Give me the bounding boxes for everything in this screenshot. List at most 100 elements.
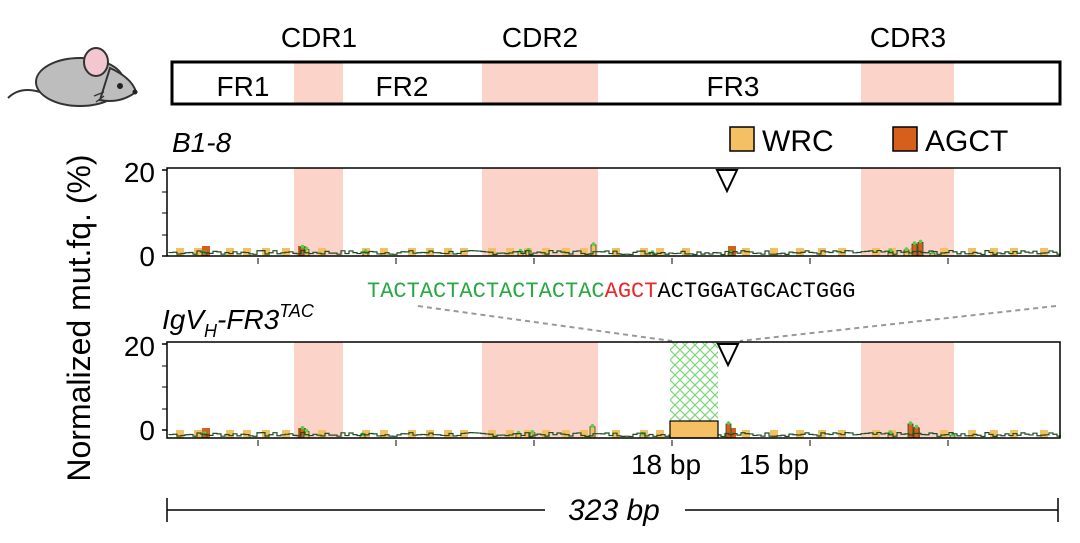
panel-title-igvh: IgVH-FR3TAC bbox=[162, 301, 315, 341]
region-cdr1: CDR1 bbox=[281, 22, 357, 53]
peak-dot bbox=[304, 246, 309, 251]
wrc-site bbox=[426, 430, 434, 438]
wrc-site bbox=[990, 248, 998, 256]
wrc-site bbox=[838, 430, 846, 438]
wrc-site bbox=[408, 430, 416, 438]
wrc-site bbox=[796, 248, 804, 256]
panel2-cdr2-band bbox=[482, 342, 598, 438]
legend-label-agct: AGCT bbox=[925, 125, 1008, 158]
wrc-site bbox=[770, 430, 778, 438]
wrc-site bbox=[1040, 430, 1048, 438]
region-fr2: FR2 bbox=[376, 71, 429, 102]
peak-dot bbox=[912, 241, 917, 245]
wrc-site bbox=[226, 248, 234, 256]
peak-dot bbox=[591, 242, 596, 246]
panel2-frame bbox=[166, 341, 1061, 439]
zoom-line-right bbox=[739, 305, 1057, 342]
peak-dot bbox=[590, 424, 595, 428]
peak-dot bbox=[904, 247, 909, 251]
wrc-site bbox=[542, 430, 550, 438]
mouse-icon bbox=[7, 47, 138, 107]
wrc-site bbox=[506, 248, 514, 256]
legend: WRC AGCT bbox=[729, 125, 1008, 158]
peak-dot bbox=[914, 424, 919, 429]
panel2-ytick-0: 0 bbox=[139, 415, 155, 446]
peak-dot bbox=[918, 239, 923, 244]
wrc-site bbox=[612, 248, 620, 256]
panel1-frame bbox=[166, 167, 1061, 257]
cdr2-band bbox=[482, 62, 598, 104]
wrc-site bbox=[770, 248, 778, 256]
cdr1-band bbox=[294, 62, 343, 104]
wrc-site bbox=[506, 430, 514, 438]
legend-swatch-wrc bbox=[729, 126, 755, 152]
wrc-site bbox=[640, 248, 648, 256]
panel-igvh-fr3tac: IgVH-FR3TAC 20 0 bbox=[124, 301, 1061, 446]
total-length-label: 323 bp bbox=[568, 494, 660, 527]
wrc-site bbox=[562, 248, 570, 256]
wrc-site bbox=[656, 430, 664, 438]
region-cdr3: CDR3 bbox=[870, 22, 946, 53]
panel1-xticks bbox=[257, 258, 949, 264]
y-axis-label: Normalized mut.fq. (%) bbox=[61, 154, 97, 481]
wrc-site bbox=[380, 248, 388, 256]
wrc-site bbox=[176, 430, 184, 438]
left-length-label: 18 bp bbox=[631, 449, 701, 480]
domain-frame bbox=[170, 60, 1062, 106]
wrc-site bbox=[612, 430, 620, 438]
wrc-site bbox=[968, 248, 976, 256]
panel2-cdr1-band bbox=[294, 342, 343, 438]
peak-dot bbox=[300, 244, 305, 249]
wrc-site bbox=[444, 430, 452, 438]
panel1-cdr3-band bbox=[861, 168, 954, 256]
right-length-label: 15 bp bbox=[739, 449, 809, 480]
mutation-peak bbox=[907, 423, 914, 439]
wrc-site bbox=[524, 430, 532, 438]
wrc-site bbox=[968, 430, 976, 438]
wrc-site bbox=[656, 248, 664, 256]
wrc-site bbox=[580, 430, 588, 438]
domain-map: FR1 CDR1 FR2 CDR2 FR3 CDR3 bbox=[170, 22, 1062, 106]
panel2-trace bbox=[168, 431, 1061, 438]
mutation-peak bbox=[911, 243, 918, 257]
wrc-site bbox=[818, 248, 826, 256]
legend-label-wrc: WRC bbox=[762, 125, 834, 158]
panel1-cdr1-band bbox=[294, 168, 343, 256]
panel1-ytick-20: 20 bbox=[124, 157, 155, 188]
insert-repeat-block bbox=[669, 420, 719, 439]
wrc-site bbox=[562, 430, 570, 438]
cdr3-band bbox=[861, 62, 954, 104]
panel2-xticks bbox=[257, 440, 949, 446]
wrc-site bbox=[194, 430, 202, 438]
triangle-marker-icon bbox=[716, 343, 740, 368]
mutation-peak bbox=[917, 241, 924, 257]
peak-dot bbox=[726, 421, 731, 425]
wrc-site bbox=[444, 248, 452, 256]
agct-site bbox=[202, 246, 210, 256]
agct-site bbox=[728, 246, 736, 256]
peak-dot bbox=[304, 428, 309, 433]
region-fr1: FR1 bbox=[217, 71, 270, 102]
wrc-site bbox=[542, 248, 550, 256]
wrc-site bbox=[380, 430, 388, 438]
wrc-site bbox=[580, 248, 588, 256]
panel-title-b1-8: B1-8 bbox=[172, 127, 232, 158]
panel2-ytick-20: 20 bbox=[124, 331, 155, 362]
wrc-site bbox=[1040, 248, 1048, 256]
region-fr3: FR3 bbox=[707, 71, 760, 102]
insert-sequence: TACTACTACTACTACTACAGCTACTGGATGCACTGGG bbox=[367, 279, 856, 304]
panel1-trace bbox=[168, 249, 1061, 256]
wrc-site bbox=[262, 430, 270, 438]
peak-dot bbox=[908, 421, 913, 425]
wrc-site bbox=[262, 248, 270, 256]
wrc-site bbox=[426, 248, 434, 256]
wrc-site bbox=[940, 430, 948, 438]
region-cdr2: CDR2 bbox=[502, 22, 578, 53]
zoom-line-left bbox=[417, 305, 673, 342]
panel1-ytick-0: 0 bbox=[139, 241, 155, 272]
wrc-site bbox=[682, 248, 690, 256]
wrc-site bbox=[838, 248, 846, 256]
triangle-marker-icon bbox=[715, 169, 739, 194]
wrc-site bbox=[408, 248, 416, 256]
